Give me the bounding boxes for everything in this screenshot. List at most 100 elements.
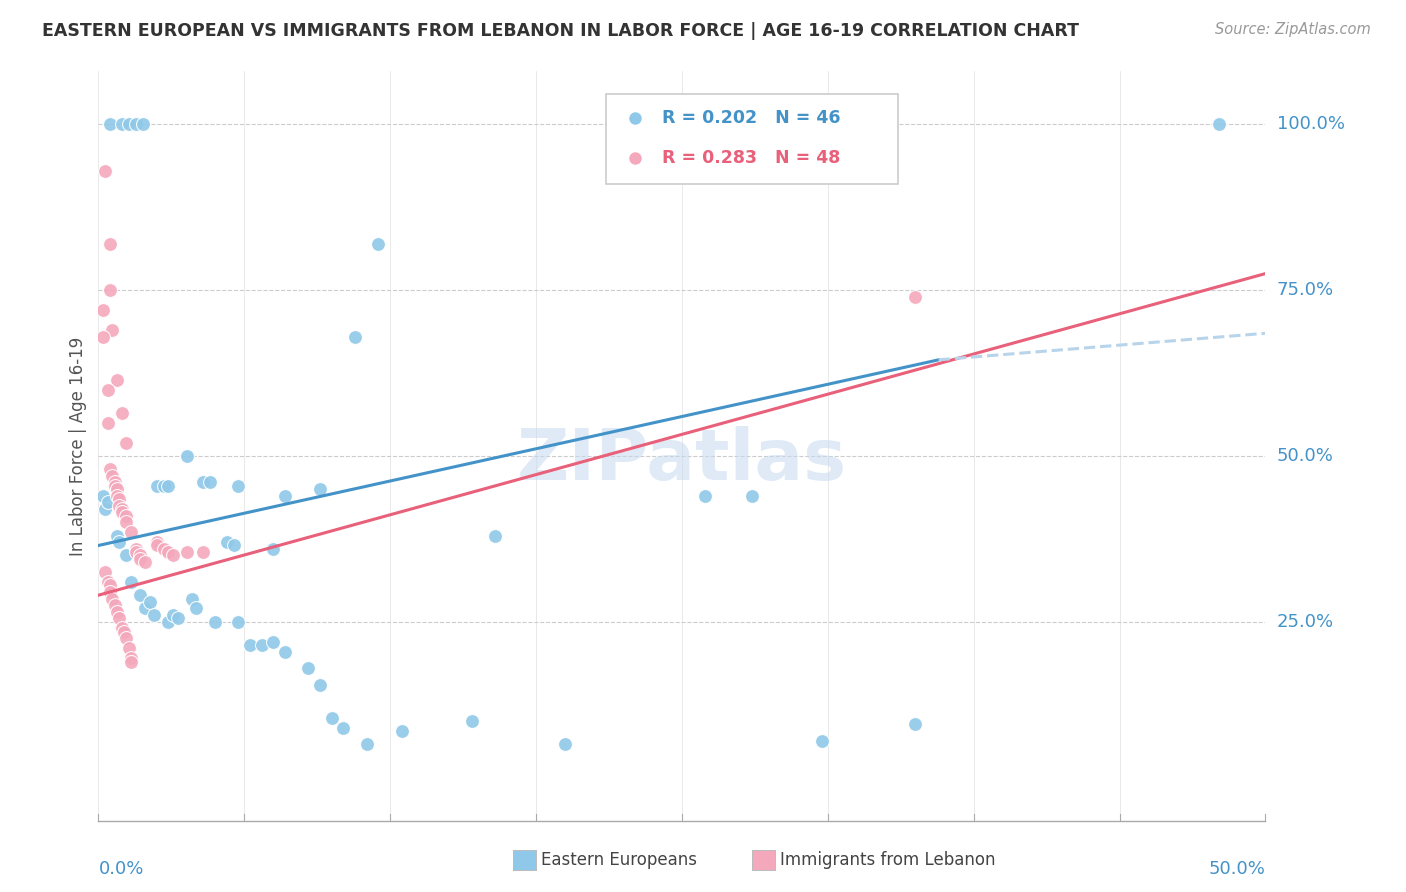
Point: [228, 615, 250, 629]
Point: [228, 479, 250, 493]
Point: [98, 585, 121, 599]
Point: [129, 549, 152, 563]
Point: [1161, 194, 1184, 208]
Point: [139, 595, 162, 609]
Point: [1161, 159, 1184, 173]
Point: [152, 541, 174, 556]
Point: [222, 539, 245, 553]
Point: [105, 489, 128, 503]
Point: [146, 535, 169, 549]
Point: [97, 383, 120, 397]
Point: [111, 406, 134, 420]
Point: [134, 555, 156, 569]
Point: [125, 545, 148, 559]
Point: [111, 117, 134, 131]
Text: Eastern Europeans: Eastern Europeans: [541, 851, 697, 869]
Point: [115, 515, 138, 529]
Point: [105, 605, 128, 619]
Point: [91, 489, 114, 503]
Point: [104, 475, 127, 490]
Point: [262, 541, 284, 556]
Point: [115, 549, 138, 563]
Point: [152, 479, 174, 493]
Point: [1208, 117, 1230, 131]
Point: [129, 551, 152, 566]
Point: [297, 661, 319, 675]
Point: [904, 717, 927, 731]
Point: [120, 525, 142, 540]
Point: [108, 535, 131, 549]
Point: [215, 535, 238, 549]
Text: R = 0.202   N = 46: R = 0.202 N = 46: [662, 109, 841, 127]
Point: [309, 482, 332, 496]
Point: [115, 435, 138, 450]
Point: [105, 482, 128, 496]
Point: [239, 638, 262, 652]
Point: [200, 475, 222, 490]
Point: [97, 416, 120, 430]
Point: [193, 545, 215, 559]
Point: [129, 588, 152, 602]
Point: [97, 495, 120, 509]
Point: [101, 468, 124, 483]
Point: [104, 598, 127, 612]
Point: [157, 545, 180, 559]
Point: [101, 323, 124, 337]
Point: [108, 491, 131, 506]
Point: [115, 632, 138, 646]
Point: [391, 724, 413, 739]
Point: [111, 505, 134, 519]
Text: R = 0.283   N = 48: R = 0.283 N = 48: [662, 149, 841, 167]
Point: [111, 621, 134, 635]
FancyBboxPatch shape: [606, 94, 898, 184]
Point: [108, 499, 131, 513]
Point: [321, 711, 343, 725]
Point: [262, 634, 284, 648]
Point: [274, 489, 297, 503]
Point: [98, 462, 121, 476]
Point: [484, 528, 506, 542]
Point: [98, 236, 121, 251]
Point: [94, 565, 117, 579]
Point: [118, 117, 141, 131]
Point: [176, 545, 198, 559]
Point: [105, 528, 128, 542]
Point: [120, 655, 142, 669]
Point: [186, 601, 208, 615]
Text: 50.0%: 50.0%: [1209, 860, 1265, 878]
Point: [367, 236, 389, 251]
Point: [176, 449, 198, 463]
Point: [250, 638, 273, 652]
Point: [146, 539, 169, 553]
Point: [180, 591, 202, 606]
Point: [112, 624, 135, 639]
Point: [125, 117, 148, 131]
Point: [91, 303, 114, 318]
Text: ZIPatlas: ZIPatlas: [517, 426, 846, 495]
Point: [157, 615, 180, 629]
Point: [554, 738, 576, 752]
Point: [98, 283, 121, 297]
Text: Source: ZipAtlas.com: Source: ZipAtlas.com: [1215, 22, 1371, 37]
Point: [91, 329, 114, 343]
Text: 0.0%: 0.0%: [98, 860, 143, 878]
Point: [162, 608, 184, 623]
Text: Immigrants from Lebanon: Immigrants from Lebanon: [780, 851, 995, 869]
Point: [101, 591, 124, 606]
Point: [97, 574, 120, 589]
Point: [111, 502, 134, 516]
Point: [166, 611, 188, 625]
Point: [695, 489, 717, 503]
Point: [120, 574, 142, 589]
Point: [356, 738, 378, 752]
Point: [204, 615, 226, 629]
Text: 100.0%: 100.0%: [1277, 115, 1344, 134]
Point: [162, 549, 184, 563]
Point: [94, 502, 117, 516]
Point: [146, 479, 169, 493]
Point: [904, 290, 927, 304]
Point: [98, 578, 121, 592]
Point: [157, 479, 180, 493]
Text: 50.0%: 50.0%: [1277, 447, 1333, 465]
Point: [94, 164, 117, 178]
